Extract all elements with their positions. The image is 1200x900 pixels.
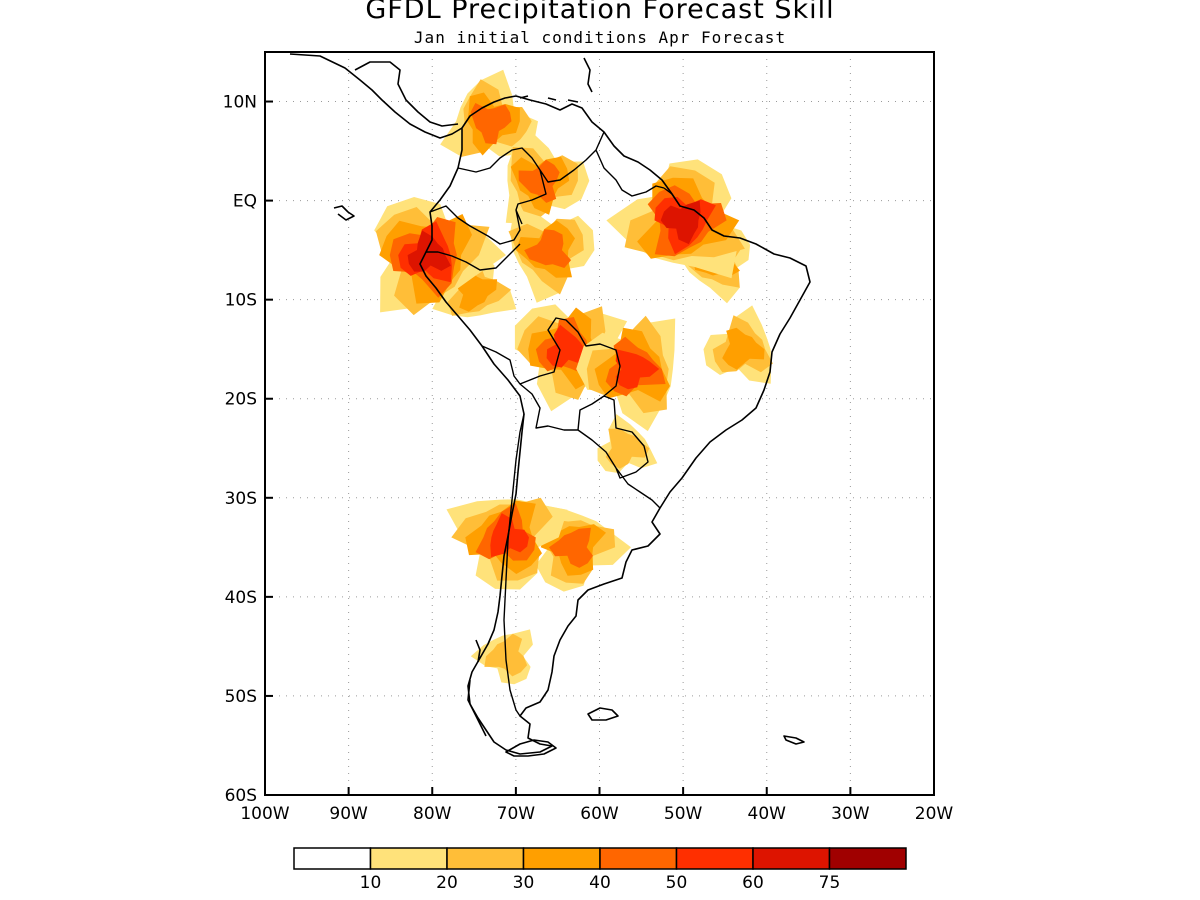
- lon-tick-label: 60W: [580, 804, 619, 824]
- colorbar-swatch: [752, 847, 831, 870]
- lon-tick-label: 100W: [240, 804, 289, 824]
- skill-region-para-coast: [660, 200, 701, 245]
- lat-tick-label: 50S: [225, 687, 257, 707]
- lon-tick-label: 70W: [497, 804, 536, 824]
- colorbar-label: 30: [513, 873, 535, 893]
- lat-tick-label: 40S: [225, 588, 257, 608]
- lat-tick-label: 20S: [225, 390, 257, 410]
- skill-region-central-argentina: [549, 527, 593, 568]
- tierra-del-fuego: [505, 739, 557, 757]
- skill-region-central-chile: [490, 513, 529, 557]
- colorbar-label: 75: [819, 873, 841, 893]
- south-georgia: [783, 735, 805, 745]
- lat-tick-label: 10N: [223, 93, 257, 113]
- chile-archipelago: [467, 639, 487, 737]
- coastline-outline: [289, 53, 811, 757]
- skill-region-northern-colombia-venezuela: [470, 103, 512, 145]
- skill-region-bahia-minas: [722, 327, 765, 370]
- colorbar-swatch: [446, 847, 525, 870]
- falkland-islands: [587, 707, 619, 721]
- colorbar-label: 20: [436, 873, 458, 893]
- galapagos: [333, 205, 355, 221]
- skill-region-ecuador-coast: [407, 230, 451, 272]
- lon-tick-label: 40W: [748, 804, 787, 824]
- lon-tick-label: 80W: [413, 804, 452, 824]
- colorbar-label: 10: [360, 873, 382, 893]
- lat-tick-label: EQ: [233, 192, 257, 212]
- skill-region-mato-grosso: [615, 349, 660, 390]
- lon-tick-label: 30W: [831, 804, 870, 824]
- map-title: GFDL Precipitation Forecast Skill: [365, 0, 835, 25]
- caribbean-coast-ca: [354, 61, 459, 127]
- lat-tick-label: 30S: [225, 489, 257, 509]
- lon-tick-label: 20W: [915, 804, 954, 824]
- skill-region-northern-argentina: [605, 428, 650, 469]
- lon-tick-label: 50W: [664, 804, 703, 824]
- skill-region-bolivia: [546, 324, 590, 368]
- lon-tick-label: 90W: [329, 804, 368, 824]
- caribbean-islands: [519, 57, 593, 103]
- skill-region-western-amazon: [524, 229, 572, 268]
- map-gridlines: [265, 52, 934, 795]
- south-america-coast: [419, 95, 811, 755]
- colorbar-swatch: [675, 847, 754, 870]
- skill-shading: [374, 69, 773, 685]
- central-america-coast: [289, 53, 463, 139]
- lat-tick-label: 10S: [225, 291, 257, 311]
- colorbar-label: 40: [589, 873, 611, 893]
- colorbar-swatch: [293, 847, 372, 870]
- colorbar: 10 20 30 40 50 60 75: [293, 847, 907, 893]
- country-borders: [426, 131, 673, 717]
- colorbar-label: 50: [666, 873, 688, 893]
- colorbar-swatch: [522, 847, 601, 870]
- skill-region-orinoco: [518, 159, 560, 203]
- colorbar-swatch: [369, 847, 448, 870]
- map-subtitle: Jan initial conditions Apr Forecast: [413, 28, 787, 47]
- lat-tick-label: 60S: [225, 786, 257, 806]
- colorbar-swatch: [599, 847, 678, 870]
- colorbar-swatch: [828, 847, 907, 870]
- colorbar-label: 60: [742, 873, 764, 893]
